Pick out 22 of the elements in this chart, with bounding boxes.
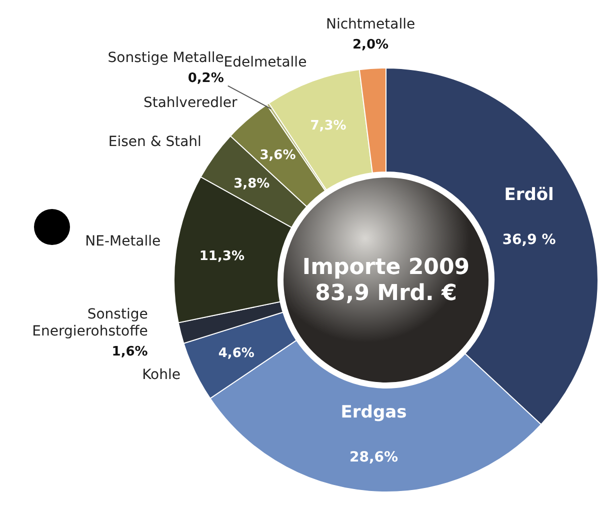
slice-label: Nichtmetalle <box>326 16 416 32</box>
text: 83,9 Mrd. € <box>315 281 457 306</box>
slice-label: Kohle <box>142 366 181 383</box>
slice-label: Erdgas <box>340 402 407 423</box>
data-label: 7,3% <box>310 118 346 134</box>
data-label: 0,2% <box>188 70 224 86</box>
data-label: 1,6% <box>112 344 148 360</box>
text: Importe 2009 <box>302 255 470 280</box>
slice-label: Edelmetalle <box>224 54 307 70</box>
slice-label: Sonstige Metalle <box>108 50 224 66</box>
data-label: 3,6% <box>260 148 296 164</box>
slice-label: Stahlveredler <box>143 95 238 112</box>
data-label: 3,8% <box>234 176 270 192</box>
slice-label: NE-Metalle <box>85 233 161 250</box>
slice-label: Eisen & Stahl <box>108 134 202 150</box>
data-label: 28,6% <box>349 450 398 466</box>
data-label: 11,3% <box>199 248 244 264</box>
data-label: 4,6% <box>218 346 254 361</box>
slice-label: Erdöl <box>504 184 554 205</box>
data-label: 36,9 % <box>502 232 556 248</box>
data-label: 2,0% <box>352 37 389 52</box>
slice-label: Sonstige Energierohstoffe <box>32 306 148 340</box>
